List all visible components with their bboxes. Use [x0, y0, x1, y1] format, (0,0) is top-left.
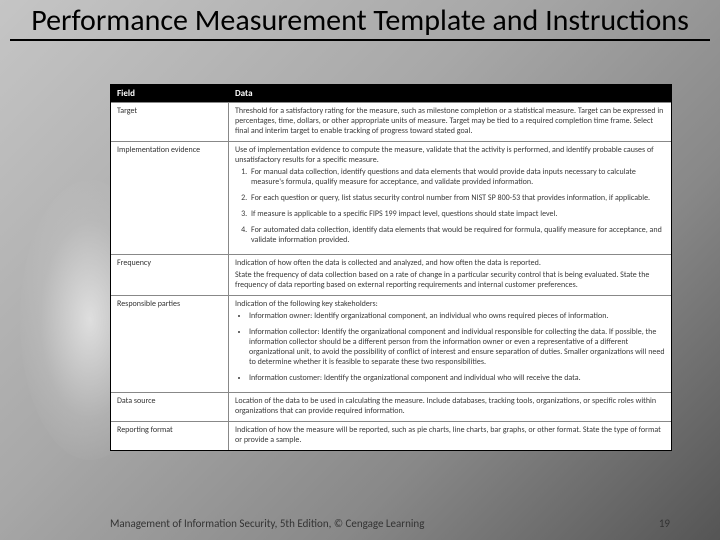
table-row: TargetThreshold for a satisfactory ratin… — [111, 102, 671, 141]
field-label: Data source — [111, 393, 229, 421]
field-data: Indication of the following key stakehol… — [229, 296, 671, 392]
field-label: Frequency — [111, 255, 229, 295]
table-row: Data sourceLocation of the data to be us… — [111, 392, 671, 421]
field-label: Reporting format — [111, 422, 229, 450]
field-data: Use of implementation evidence to comput… — [229, 142, 671, 254]
template-table: Field Data TargetThreshold for a satisfa… — [110, 84, 672, 451]
field-data: Indication of how the measure will be re… — [229, 422, 671, 450]
header-field: Field — [111, 85, 229, 102]
table-row: FrequencyIndication of how often the dat… — [111, 254, 671, 295]
field-label: Target — [111, 103, 229, 141]
table-row: Implementation evidenceUse of implementa… — [111, 141, 671, 254]
footer-text: Management of Information Security, 5th … — [110, 517, 424, 530]
field-data: Threshold for a satisfactory rating for … — [229, 103, 671, 141]
table-row: Responsible partiesIndication of the fol… — [111, 295, 671, 392]
slide: Performance Measurement Template and Ins… — [0, 0, 720, 540]
page-number: 19 — [659, 517, 670, 530]
header-data: Data — [229, 85, 671, 102]
field-label: Implementation evidence — [111, 142, 229, 254]
table-row: Reporting formatIndication of how the me… — [111, 421, 671, 450]
page-title: Performance Measurement Template and Ins… — [10, 0, 710, 41]
footer: Management of Information Security, 5th … — [110, 517, 670, 530]
field-data: Indication of how often the data is coll… — [229, 255, 671, 295]
field-data: Location of the data to be used in calcu… — [229, 393, 671, 421]
field-label: Responsible parties — [111, 296, 229, 392]
table-header: Field Data — [111, 85, 671, 102]
